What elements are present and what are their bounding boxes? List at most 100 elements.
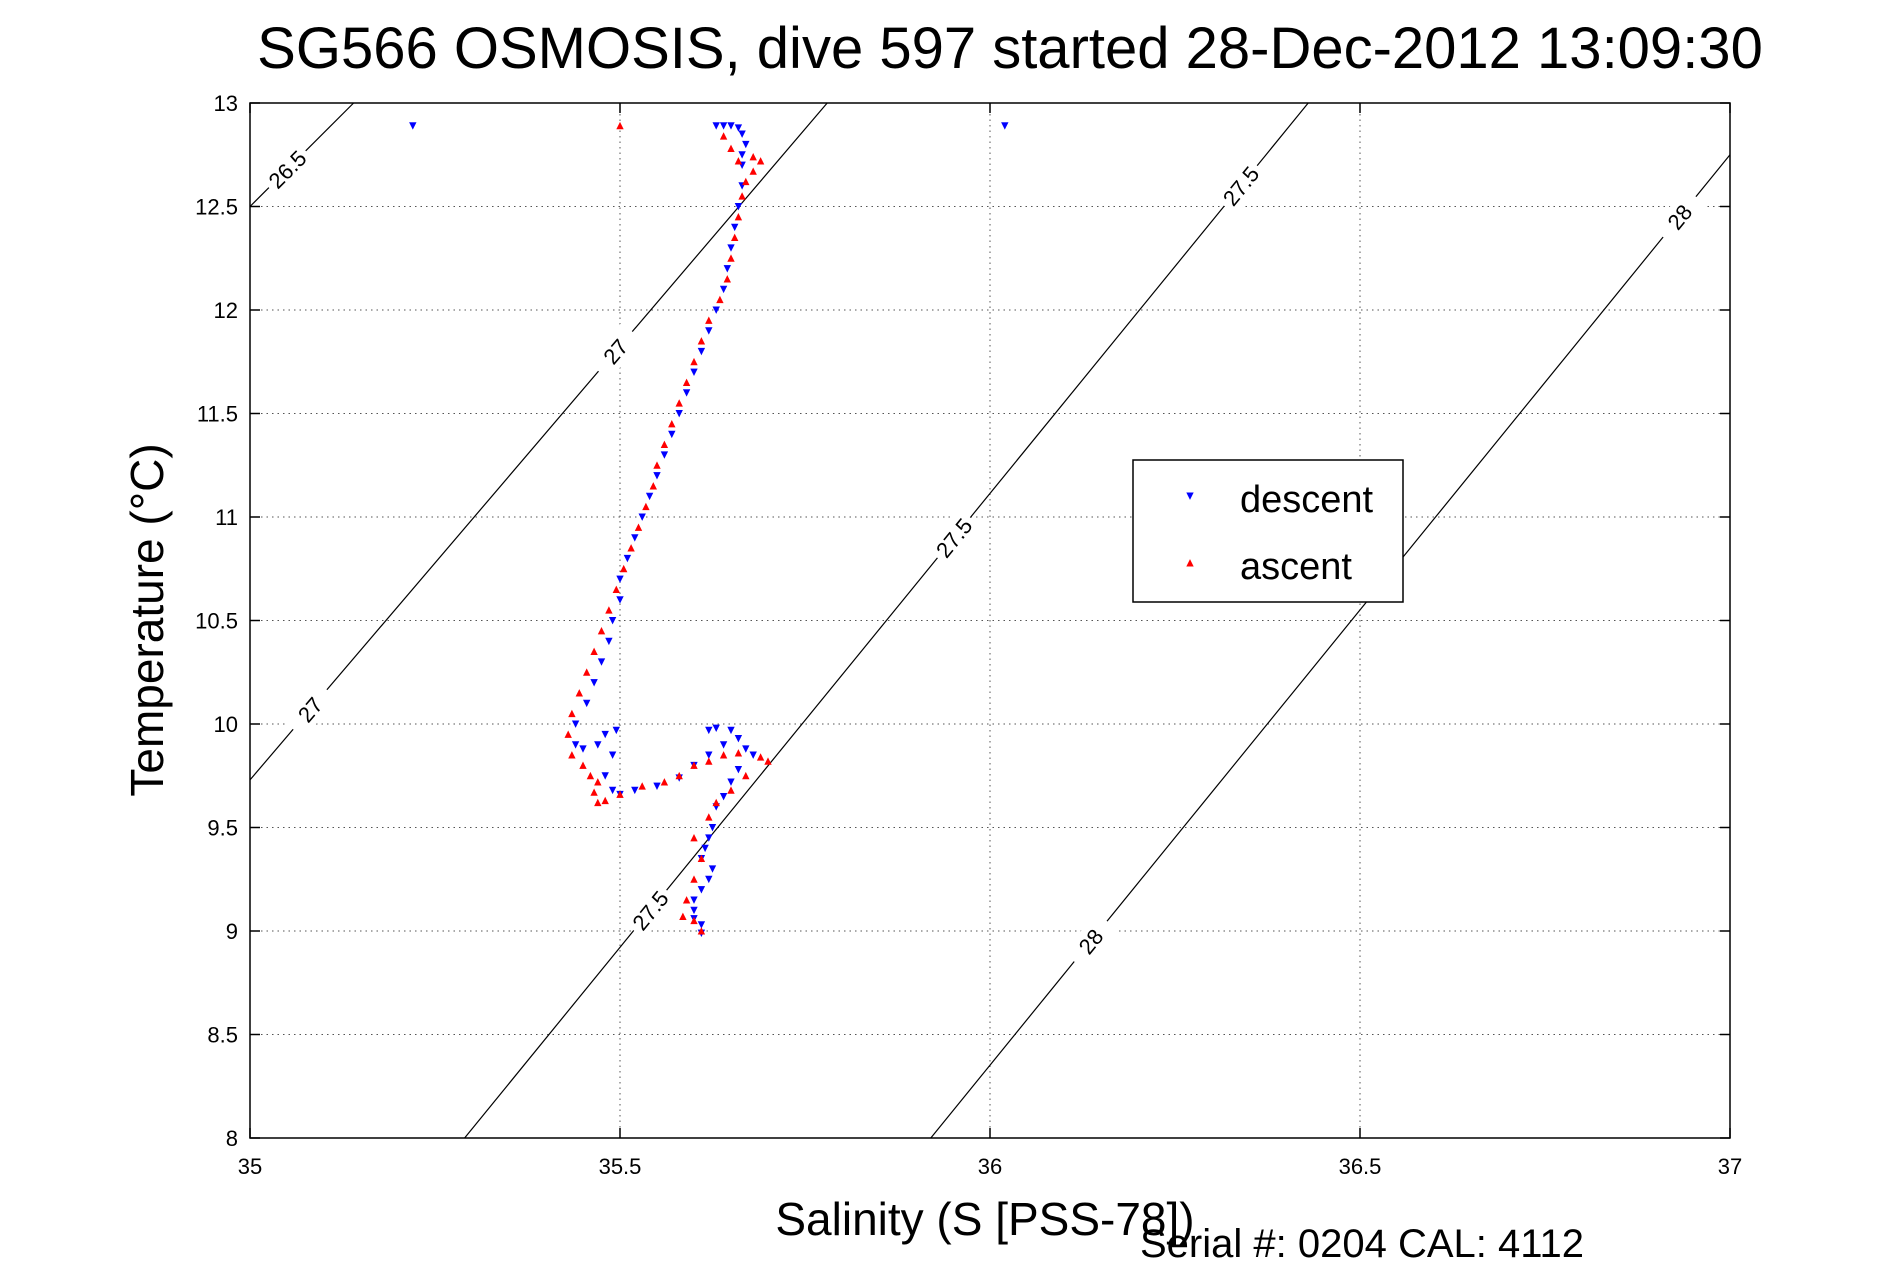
descent-point [731, 223, 739, 232]
ascent-point [594, 798, 602, 807]
serial-cal-footer: Serial #: 0204 CAL: 4112 [1140, 1222, 1584, 1262]
descent-point [708, 865, 717, 873]
descent-point [675, 410, 683, 418]
descent-point [1001, 122, 1009, 130]
ascent-point [697, 337, 706, 345]
ascent-point [568, 709, 576, 718]
descent-point [705, 751, 713, 759]
y-tick-label: 8 [226, 1126, 238, 1151]
descent-point [708, 824, 717, 832]
descent-point [705, 834, 713, 842]
legend-marker-ascent [1186, 559, 1194, 567]
contour-label-bg [587, 322, 643, 381]
ascent-point [734, 212, 743, 221]
ascent-point [690, 357, 698, 366]
ascent-point [649, 482, 657, 490]
descent-point [734, 124, 743, 132]
descent-point [727, 244, 735, 252]
y-tick-label: 9 [226, 919, 238, 944]
descent-point [409, 122, 417, 130]
legend-label-ascent: ascent [1240, 546, 1352, 588]
isopycnal-line [249, 102, 828, 781]
ascent-point [579, 761, 587, 769]
contour-label-bg [282, 680, 338, 739]
descent-point [742, 140, 750, 149]
ascent-point [590, 788, 598, 796]
y-tick-label: 13 [214, 91, 238, 116]
descent-point [738, 151, 746, 159]
descent-point [571, 720, 580, 728]
descent-point [742, 745, 750, 753]
ascent-point [727, 144, 735, 153]
x-tick-label: 37 [1718, 1154, 1742, 1179]
ascent-point [734, 749, 743, 757]
ascent-point [620, 564, 628, 573]
ascent-point [605, 606, 613, 614]
y-tick-label: 8.5 [207, 1023, 238, 1048]
grid [250, 103, 1730, 1138]
contour-label-bg [1063, 912, 1118, 971]
isopycnal-line [464, 102, 1309, 1139]
ascent-point [716, 295, 724, 304]
ascent-point [756, 157, 765, 165]
descent-point [697, 921, 706, 929]
descent-point [608, 617, 617, 625]
descent-point [712, 724, 720, 733]
x-tick-label: 36 [978, 1154, 1002, 1179]
ascent-point [594, 778, 602, 786]
descent-point [727, 778, 735, 786]
descent-point [571, 741, 580, 749]
descent-point [734, 734, 743, 743]
x-axis-label: Salinity (S [PSS-78]) [775, 1193, 1194, 1245]
x-tick-label: 35.5 [599, 1154, 642, 1179]
ascent-point [660, 778, 669, 786]
ascent-point [749, 167, 757, 175]
y-tick-label: 11.5 [197, 402, 238, 427]
ascent-point [742, 771, 750, 780]
contour-label-bg [259, 140, 316, 198]
descent-point [601, 730, 609, 739]
ascent-point [705, 757, 713, 765]
descent-point [645, 492, 654, 501]
legend-marker-descent [1186, 492, 1194, 500]
ascent-point [612, 585, 620, 593]
ascent-point [668, 419, 676, 428]
ascent-point [675, 771, 683, 780]
ascent-point [731, 233, 739, 242]
ascent-point [682, 896, 691, 904]
ascent-point [601, 796, 609, 805]
ascent-point [682, 378, 691, 386]
ascent-point [697, 854, 706, 863]
ascent-point [723, 275, 731, 283]
ascent-point [690, 761, 698, 769]
descent-point [608, 751, 617, 759]
ascent-point [738, 192, 746, 200]
descent-point [719, 741, 728, 749]
ascent-point [705, 813, 713, 821]
ascent-point [583, 668, 591, 676]
descent-point [594, 741, 602, 749]
ascent-point [586, 771, 595, 780]
descent-point [705, 327, 713, 335]
ascent-point [705, 316, 713, 324]
ascent-point [719, 751, 728, 759]
chart-title: SG566 OSMOSIS, dive 597 started 28-Dec-2… [257, 16, 1763, 81]
descent-point [712, 306, 720, 314]
y-tick-label: 11 [215, 505, 238, 530]
contour-label-bg [1213, 156, 1268, 215]
descent-point [705, 726, 713, 735]
descent-point [705, 875, 713, 884]
descent-point [583, 699, 591, 708]
descent-point [579, 745, 587, 753]
descent-point [738, 130, 746, 138]
descent-point [690, 896, 698, 904]
descent-point [623, 554, 632, 563]
descent-point [719, 792, 728, 801]
ascent-point [616, 121, 624, 130]
descent-point [590, 679, 598, 687]
axis-ticks: 35 35.5 36 36.5 37 8 8.5 9 9.5 10 10.5 11 11.5 12 12.5… [195, 91, 1742, 1179]
x-tick-label: 35 [238, 1154, 262, 1179]
isopycnal-line [930, 154, 1731, 1139]
legend-label-descent: descent [1240, 479, 1374, 521]
